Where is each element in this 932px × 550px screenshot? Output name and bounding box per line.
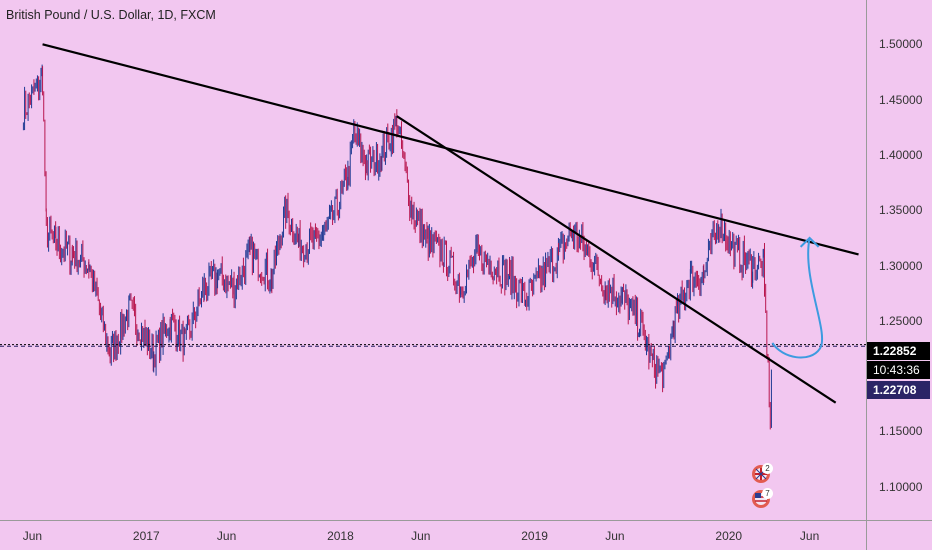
time-tick-label: 2018 xyxy=(327,529,354,543)
projection-arrow[interactable] xyxy=(771,237,824,359)
price-tick-label: 1.10000 xyxy=(879,479,923,494)
time-tick-label: Jun xyxy=(216,529,237,543)
price-tick-label: 1.15000 xyxy=(879,424,923,439)
price-tick-label: 1.40000 xyxy=(879,147,923,162)
bid-price-label: 1.22708 xyxy=(867,381,930,399)
last-price-label: 1.22852 xyxy=(867,342,930,360)
time-tick-label: 2019 xyxy=(521,529,548,543)
event-count-badge: 7 xyxy=(762,488,773,499)
time-tick-label: Jun xyxy=(411,529,431,543)
uk-flag-icon[interactable]: 2 xyxy=(752,463,773,483)
time-tick-label: Jun xyxy=(605,529,625,543)
chart-canvas[interactable] xyxy=(0,0,866,520)
arrow-head-icon xyxy=(799,236,820,248)
price-tick-label: 1.30000 xyxy=(879,258,923,273)
time-tick-label: Jun xyxy=(799,529,820,543)
us-flag-icon[interactable]: 7 xyxy=(752,488,773,508)
trendline[interactable] xyxy=(42,43,859,256)
price-candles xyxy=(22,64,772,430)
symbol-title: British Pound / U.S. Dollar, 1D, FXCM xyxy=(6,8,216,22)
time-tick-label: 2020 xyxy=(715,529,743,543)
time-axis[interactable]: Jun 2017 Jun 2018 Jun 2019 Jun 2020 Jun xyxy=(0,520,866,550)
trendline[interactable] xyxy=(396,115,837,404)
time-tick-label: 2017 xyxy=(132,529,160,543)
countdown-label: 10:43:36 xyxy=(867,361,930,379)
price-tick-label: 1.25000 xyxy=(879,313,923,328)
price-tick-label: 1.45000 xyxy=(879,92,923,107)
price-axis[interactable]: 1.50000 1.45000 1.40000 1.35000 1.30000 1.250… xyxy=(866,0,932,520)
time-tick-label: Jun xyxy=(22,529,43,543)
price-tick-label: 1.50000 xyxy=(879,37,923,52)
chart-area[interactable]: British Pound / U.S. Dollar, 1D, FXCM xyxy=(0,0,866,520)
event-count-badge: 2 xyxy=(762,463,773,474)
price-tick-label: 1.35000 xyxy=(879,203,923,218)
axis-corner xyxy=(866,520,932,550)
